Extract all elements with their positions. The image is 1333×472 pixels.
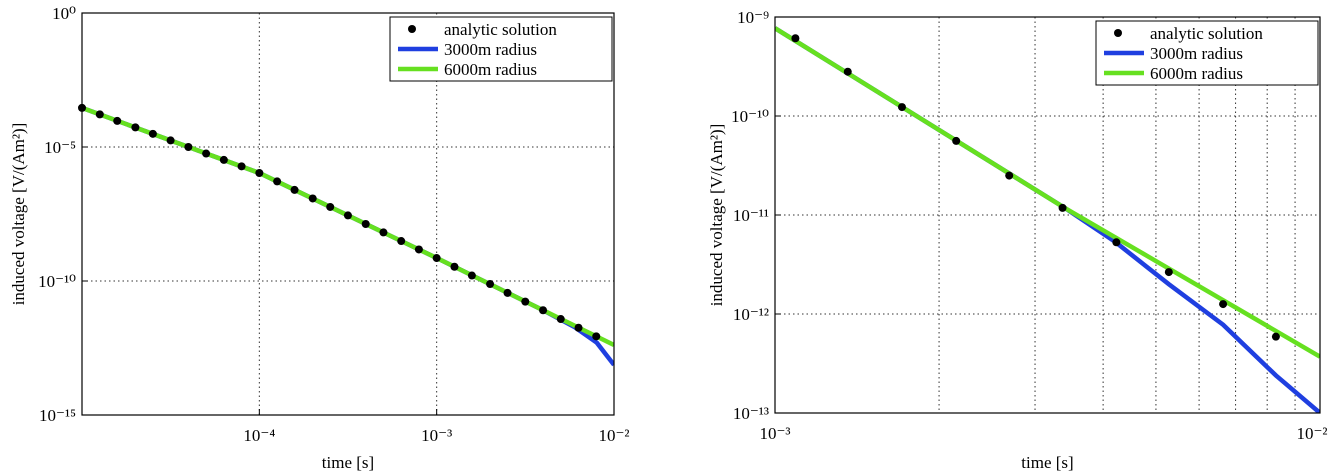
x-tick-label: 10⁻²: [598, 426, 629, 445]
data-point: [1219, 300, 1228, 309]
y-tick-label: 10⁻¹⁰: [731, 107, 769, 126]
data-point: [592, 332, 601, 341]
data-point: [432, 254, 441, 263]
data-point: [361, 219, 370, 228]
data-point: [148, 129, 157, 138]
data-point: [166, 136, 175, 145]
y-tick-label: 10⁻¹³: [733, 404, 769, 423]
chart: 10⁻¹³ 10⁻¹² 10⁻¹¹ 10⁻¹⁰ 10⁻⁹ 10⁻³ 10⁻² time [s]…: [707, 8, 1328, 472]
data-point: [308, 194, 317, 203]
legend-label: 3000m radius: [1150, 44, 1243, 63]
data-point: [343, 211, 352, 220]
data-point: [897, 103, 906, 112]
y-axis-label: induced voltage [V/(Am²)]: [707, 124, 726, 307]
x-axis-label: time [s]: [1021, 453, 1073, 472]
data-point: [521, 297, 530, 306]
data-point: [1271, 332, 1280, 341]
data-point: [273, 177, 282, 186]
data-point: [202, 149, 211, 158]
data-point: [1005, 171, 1014, 180]
data-point: [843, 67, 852, 76]
data-point: [379, 228, 388, 237]
data-point: [95, 110, 104, 119]
data-point: [219, 155, 228, 164]
data-point: [503, 288, 512, 297]
y-tick-label: 10⁻¹¹: [733, 206, 769, 225]
y-tick-label: 10⁻⁵: [44, 138, 76, 157]
data-point: [1058, 203, 1067, 212]
series-line: [82, 105, 614, 367]
x-tick-label: 10⁻⁴: [243, 426, 275, 445]
legend-marker: [1114, 29, 1122, 37]
data-point: [1164, 268, 1173, 277]
data-point: [326, 202, 335, 211]
legend-label: 3000m radius: [444, 40, 537, 59]
data-point: [131, 123, 140, 132]
y-tick-label: 10⁻¹⁰: [38, 272, 76, 291]
data-point: [467, 271, 476, 280]
x-tick-label: 10⁻³: [759, 424, 790, 443]
data-point: [255, 169, 264, 178]
series-line: [775, 26, 1320, 413]
y-tick-label: 10⁻¹²: [733, 305, 769, 324]
data-point: [952, 136, 961, 145]
data-point: [237, 162, 246, 171]
plot-frame: [774, 16, 1321, 414]
series-line: [82, 105, 614, 348]
legend-label: 6000m radius: [1150, 64, 1243, 83]
data-point: [574, 323, 583, 332]
y-tick-label: 10⁰: [52, 4, 76, 23]
data-point: [290, 185, 299, 194]
data-point: [486, 280, 495, 289]
legend-label: analytic solution: [1150, 24, 1263, 43]
data-point: [556, 315, 565, 324]
legend-label: analytic solution: [444, 20, 557, 39]
data-point: [414, 245, 423, 254]
plot-frame: [81, 12, 615, 416]
legend-label: 6000m radius: [444, 60, 537, 79]
legend-marker: [408, 25, 416, 33]
data-point: [450, 262, 459, 271]
data-point: [113, 116, 122, 125]
data-point: [539, 306, 548, 315]
y-tick-label: 10⁻¹⁵: [39, 406, 76, 425]
x-tick-label: 10⁻²: [1296, 424, 1327, 443]
data-point: [791, 34, 800, 43]
x-axis-label: time [s]: [322, 453, 374, 472]
data-point: [1112, 238, 1121, 247]
chart: 10⁻¹⁵ 10⁻¹⁰ 10⁻⁵ 10⁰ 10⁻⁴ 10⁻³ 10⁻² time [s] ind…: [9, 4, 630, 472]
x-tick-label: 10⁻³: [421, 426, 452, 445]
y-axis-label: induced voltage [V/(Am²)]: [9, 123, 28, 306]
data-point: [397, 237, 406, 246]
y-tick-label: 10⁻⁹: [737, 8, 769, 27]
data-point: [184, 143, 193, 151]
